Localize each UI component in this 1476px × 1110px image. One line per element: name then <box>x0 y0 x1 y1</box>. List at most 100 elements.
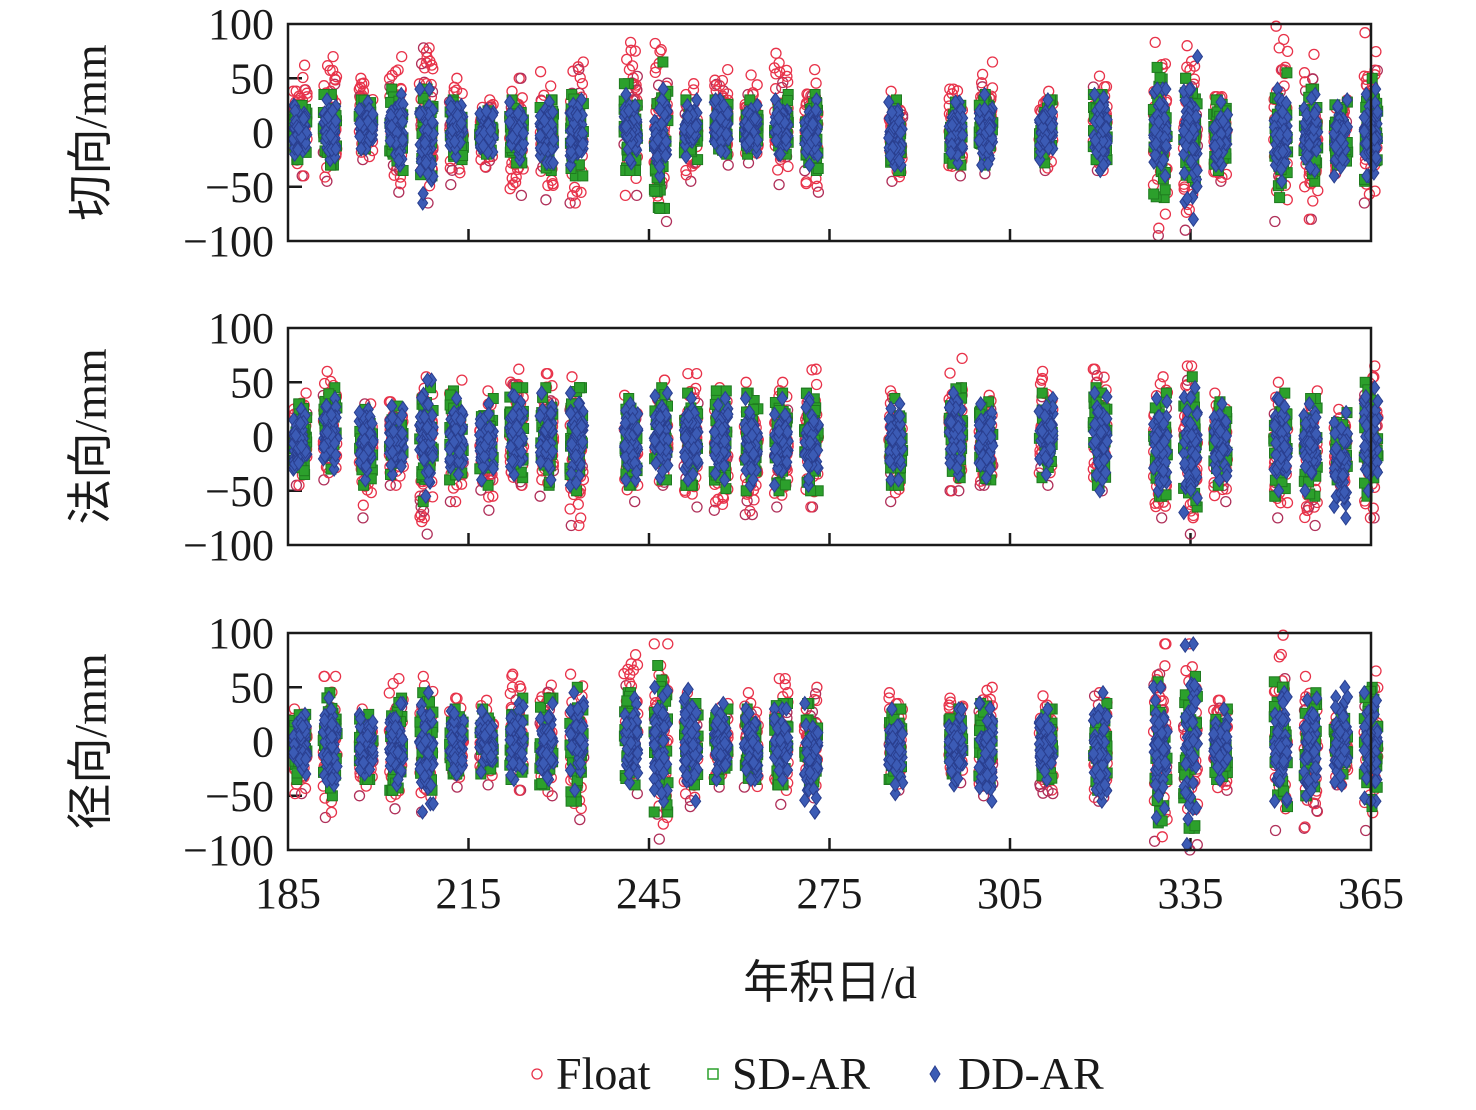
float-point <box>810 65 820 75</box>
y-tick-label: −100 <box>183 521 274 570</box>
float-point <box>1283 46 1293 56</box>
float-point <box>358 513 368 523</box>
day-cluster-262 <box>739 70 763 168</box>
y-tick-label: −100 <box>183 217 274 266</box>
float-point <box>1150 37 1160 47</box>
float-point <box>541 195 551 205</box>
day-cluster-286 <box>884 86 908 186</box>
day-cluster-335 <box>1179 41 1203 236</box>
day-cluster-208 <box>415 372 439 539</box>
day-cluster-187 <box>288 388 312 490</box>
day-cluster-360 <box>1329 93 1353 183</box>
day-cluster-301 <box>974 57 998 179</box>
day-cluster-198 <box>354 73 378 164</box>
float-point <box>300 60 310 70</box>
day-cluster-257 <box>709 65 733 171</box>
float-point <box>811 78 821 88</box>
sd-ar-point <box>1149 189 1159 199</box>
data-points <box>288 21 1383 240</box>
sd-ar-point <box>1275 193 1285 203</box>
float-point <box>1160 209 1170 219</box>
y-tick-label: −50 <box>205 467 274 516</box>
day-cluster-208 <box>414 43 438 210</box>
day-cluster-267 <box>769 48 793 189</box>
float-point <box>1095 71 1105 81</box>
float-point <box>328 52 338 62</box>
float-point <box>1271 21 1281 31</box>
float-point <box>385 480 395 490</box>
day-cluster-320 <box>1088 71 1112 177</box>
day-cluster-192 <box>318 366 342 485</box>
sd-ar-point <box>650 186 660 196</box>
float-point <box>358 500 368 510</box>
float-point <box>319 475 329 485</box>
day-cluster-247 <box>649 39 673 227</box>
y-tick-label: −50 <box>205 163 274 212</box>
float-point <box>320 379 330 389</box>
day-cluster-203 <box>384 52 408 198</box>
chart-panel-2: 法向/mm 100 50 0 −50 −100 <box>65 304 1383 570</box>
y-tick-label: 100 <box>208 0 274 49</box>
day-cluster-272 <box>800 65 824 198</box>
float-point <box>546 81 556 91</box>
chart-panel-1: 切向/mm 100 50 0 −50 −100 <box>65 0 1383 266</box>
float-point <box>632 190 642 200</box>
float-point <box>1360 28 1370 38</box>
float-point <box>457 375 467 385</box>
float-point <box>393 65 403 75</box>
sd-ar-point <box>1155 73 1165 83</box>
float-point <box>446 180 456 190</box>
y-tick-label: 100 <box>208 304 274 353</box>
day-cluster-296 <box>944 84 968 181</box>
float-point <box>723 65 733 75</box>
day-cluster-223 <box>505 364 529 490</box>
data-points <box>288 353 1383 539</box>
sd-ar-point <box>619 79 629 89</box>
float-point <box>771 69 781 79</box>
float-point <box>1154 223 1164 233</box>
day-cluster-311 <box>1034 86 1058 175</box>
day-cluster-228 <box>535 67 559 205</box>
day-cluster-252 <box>679 79 702 187</box>
day-cluster-355 <box>1299 49 1323 224</box>
y-tick-label: 0 <box>252 413 274 462</box>
float-point <box>535 491 545 501</box>
float-point <box>1309 49 1319 59</box>
float-point <box>536 67 546 77</box>
float-point <box>620 190 630 200</box>
y-tick-label: 50 <box>230 358 274 407</box>
y-axis-label: 切向/mm <box>65 44 116 221</box>
float-point <box>1279 35 1289 45</box>
float-point <box>622 54 632 64</box>
float-point <box>771 48 781 58</box>
day-cluster-198 <box>354 399 378 523</box>
day-cluster-218 <box>475 95 499 172</box>
float-point <box>516 190 526 200</box>
sd-ar-point <box>1152 62 1162 72</box>
y-tick-label: 0 <box>252 109 274 158</box>
sd-ar-point <box>658 57 668 67</box>
y-axis-label: 法向/mm <box>65 348 116 525</box>
sd-ar-point <box>1181 73 1191 83</box>
float-point <box>514 364 524 374</box>
float-point <box>1270 217 1280 227</box>
sd-ar-point <box>1282 68 1292 78</box>
float-point <box>301 388 311 398</box>
float-point <box>662 217 672 227</box>
day-cluster-228 <box>535 369 559 502</box>
day-cluster-192 <box>318 52 341 187</box>
float-point <box>1180 225 1190 235</box>
sd-ar-point <box>1160 185 1170 195</box>
y-tick-label: 50 <box>230 54 274 103</box>
float-point <box>484 505 494 515</box>
sd-ar-point <box>655 203 665 213</box>
day-cluster-330 <box>1148 37 1172 240</box>
float-point <box>577 79 587 89</box>
day-cluster-223 <box>505 73 529 200</box>
float-point <box>1182 41 1192 51</box>
float-point <box>774 180 784 190</box>
float-point <box>397 52 407 62</box>
float-point <box>322 366 332 376</box>
day-cluster-340 <box>1209 92 1233 187</box>
